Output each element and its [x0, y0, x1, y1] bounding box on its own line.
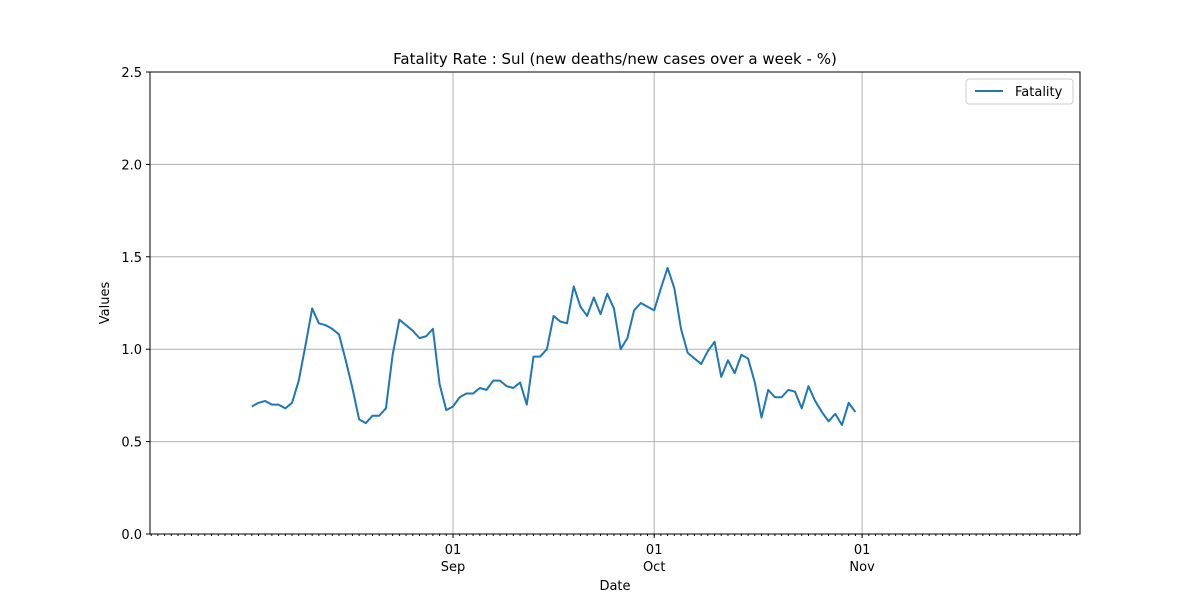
y-tick-label: 1.0 — [121, 343, 142, 358]
legend: Fatality — [965, 78, 1074, 105]
y-axis-ticks: 0.0 0.5 1.0 1.5 2.0 2.5 — [121, 66, 150, 543]
x-axis-ticks: 01 Sep 01 Oct 01 Nov — [150, 534, 1078, 575]
x-tick-day-label: 01 — [646, 543, 663, 558]
x-axis-label: Date — [599, 579, 630, 594]
y-tick-label: 1.5 — [121, 251, 142, 266]
y-tick-label: 0.0 — [121, 528, 142, 543]
series-line-fatality — [251, 266, 857, 426]
y-tick-label: 0.5 — [121, 436, 142, 451]
legend-label-fatality: Fatality — [1015, 85, 1063, 100]
x-tick-month-label: Sep — [441, 560, 466, 575]
series-lines — [251, 266, 857, 426]
x-tick-month-label: Nov — [849, 560, 875, 575]
y-tick-label: 2.0 — [121, 158, 142, 173]
y-tick-label: 2.5 — [121, 66, 142, 81]
plot-frame — [149, 71, 1081, 535]
legend-box — [965, 78, 1074, 105]
x-tick-month-label: Oct — [643, 560, 665, 575]
y-axis-label: Values — [98, 282, 113, 325]
x-tick-day-label: 01 — [445, 543, 462, 558]
x-tick-day-label: 01 — [854, 543, 871, 558]
chart-title: Fatality Rate : Sul (new deaths/new case… — [393, 50, 837, 68]
